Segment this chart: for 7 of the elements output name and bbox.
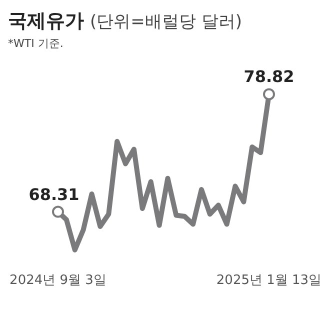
text: *WTI 기준. [8,36,64,51]
chart-subtitle: (단위=배럴당 달러) [90,12,242,32]
data-label: 68.31 [28,184,80,204]
x-tick-label: 2025년 1월 13일 [216,273,322,288]
data-label: 78.82 [244,67,294,86]
chart-title: 국제유가 [8,10,84,32]
x-tick-label: 2024년 9월 3일 [10,273,106,288]
